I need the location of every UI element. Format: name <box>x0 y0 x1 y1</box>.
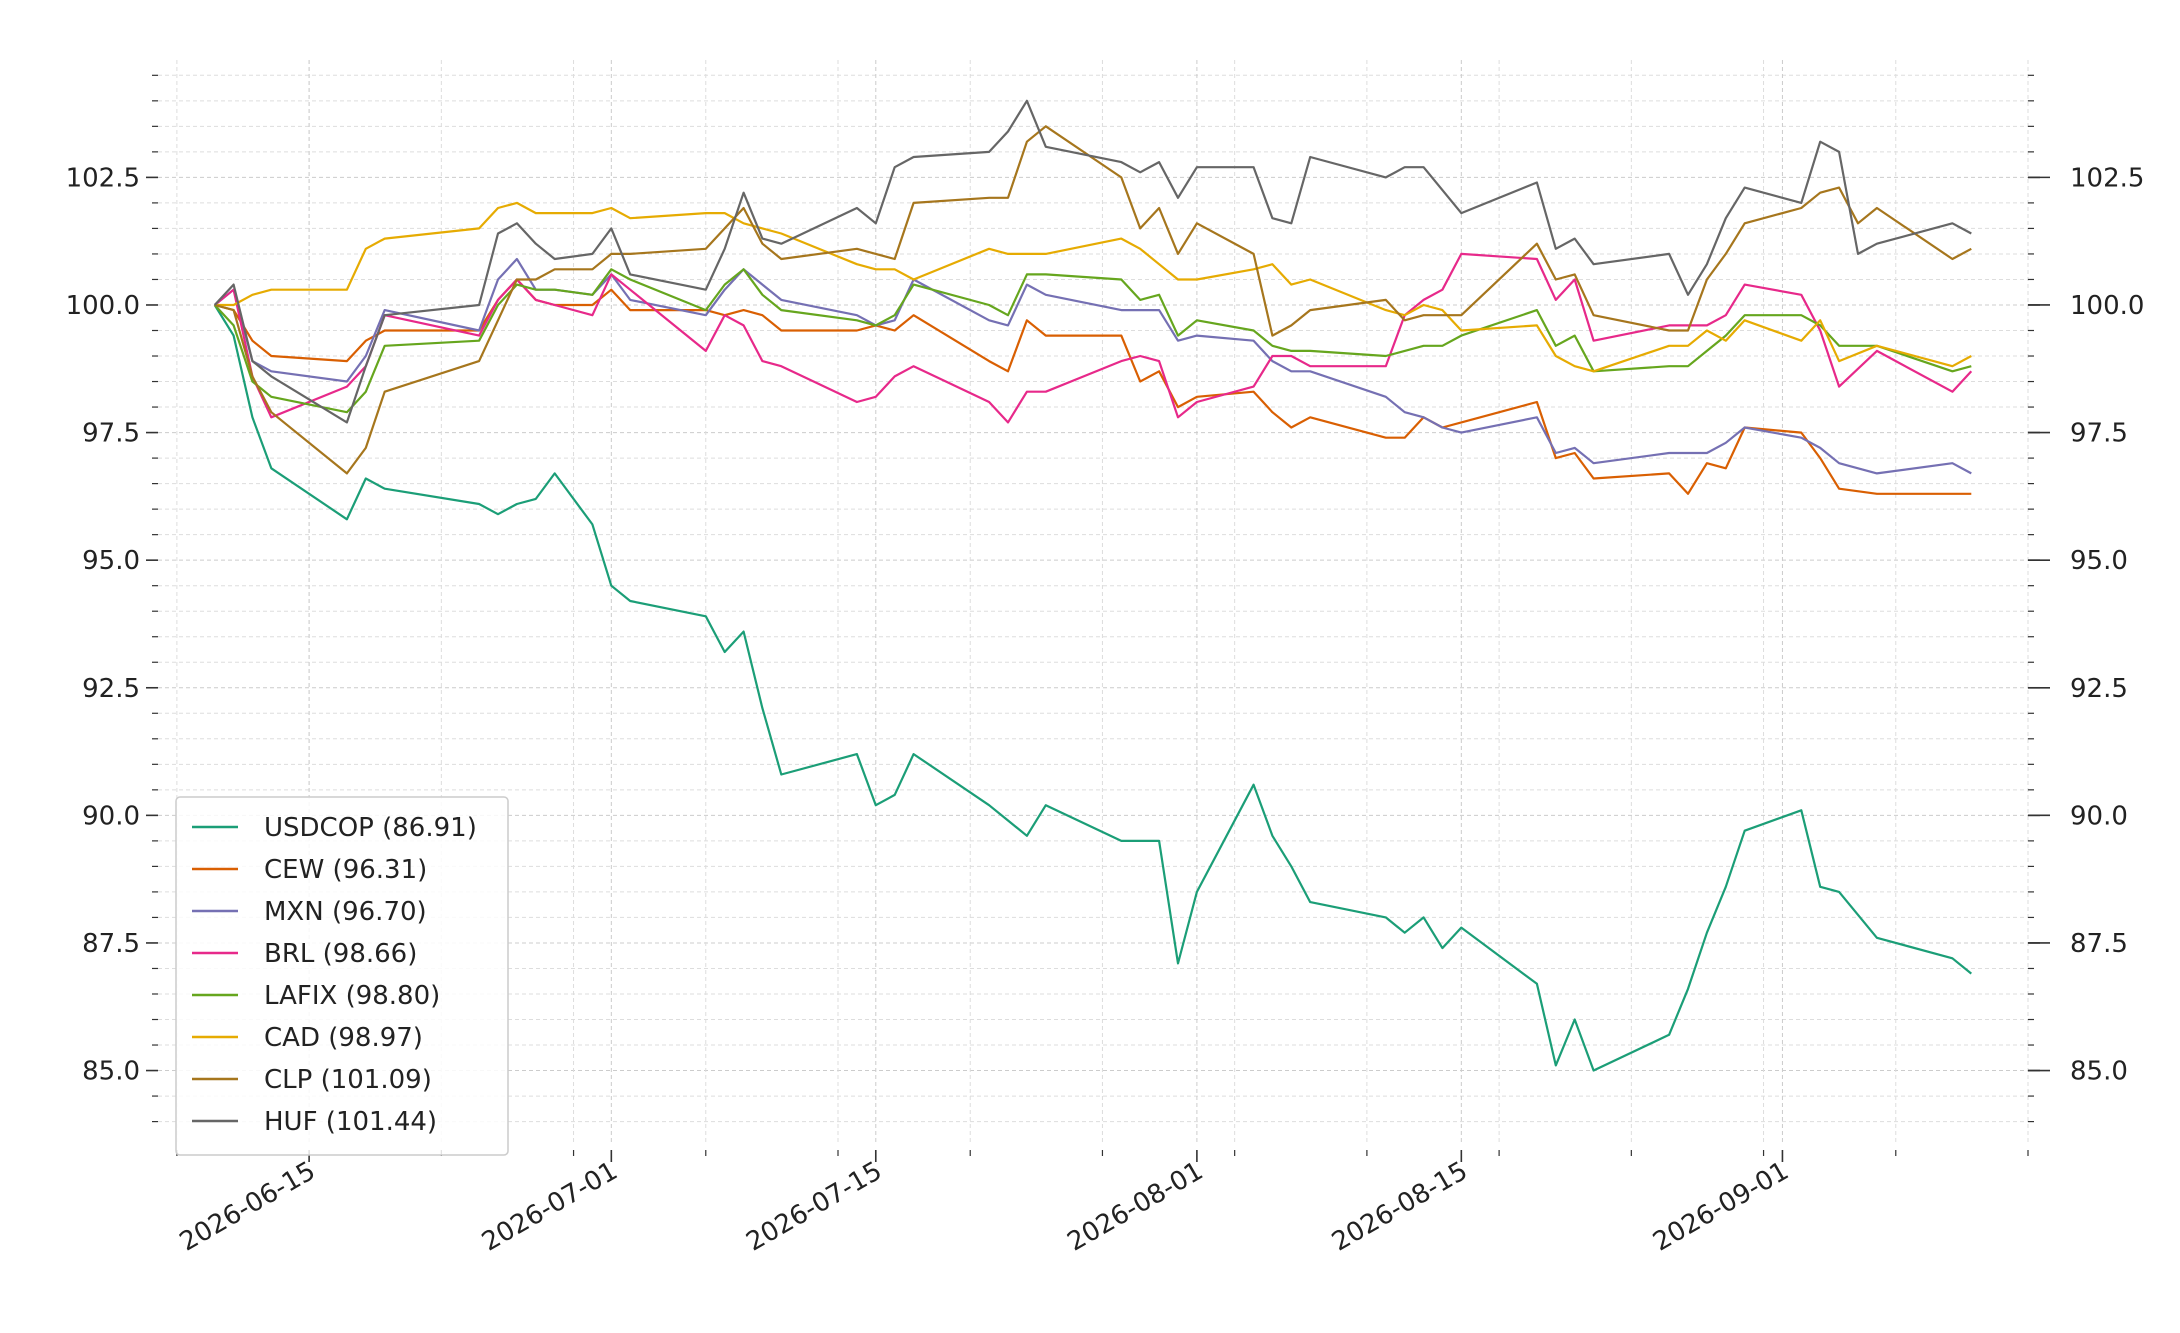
series-line-6 <box>214 125 1972 475</box>
legend-label: CAD (98.97) <box>264 1023 423 1053</box>
y-tick-label-right: 90.0 <box>2070 801 2128 831</box>
legend-label: BRL (98.66) <box>264 939 417 969</box>
series-lines <box>213 99 1973 1072</box>
y-tick-label-left: 90.0 <box>82 801 140 831</box>
y-tick-label-left: 95.0 <box>82 546 140 576</box>
y-tick-label-right: 100.0 <box>2070 291 2144 321</box>
legend-label: USDCOP (86.91) <box>264 813 477 843</box>
y-tick-label-left: 87.5 <box>82 929 140 959</box>
legend-box <box>175 796 509 1156</box>
legend-label: MXN (96.70) <box>264 897 427 927</box>
legend-label: HUF (101.44) <box>264 1107 437 1137</box>
series-line-7 <box>213 99 1972 424</box>
y-tick-label-right: 87.5 <box>2070 929 2128 959</box>
y-tick-label-right: 92.5 <box>2070 674 2128 704</box>
y-tick-label-right: 102.5 <box>2070 163 2144 193</box>
legend-label: CLP (101.09) <box>264 1065 432 1095</box>
y-tick-label-right: 95.0 <box>2070 546 2128 576</box>
series-line-0 <box>213 304 1972 1072</box>
legend: USDCOP (86.91) CEW (96.31) MXN (96.70) BRL … <box>175 796 509 1156</box>
y-tick-label-right: 97.5 <box>2070 419 2128 449</box>
y-tick-label-left: 92.5 <box>82 674 140 704</box>
y-tick-label-right: 85.0 <box>2070 1057 2128 1087</box>
y-tick-label-left: 100.0 <box>66 291 140 321</box>
series-line-4 <box>213 268 1972 414</box>
y-tick-label-left: 85.0 <box>82 1057 140 1087</box>
legend-label: LAFIX (98.80) <box>264 981 440 1011</box>
y-tick-label-left: 102.5 <box>66 163 140 193</box>
series-line-5 <box>214 201 1972 373</box>
series-line-2 <box>214 257 1972 475</box>
y-tick-label-left: 97.5 <box>82 419 140 449</box>
legend-label: CEW (96.31) <box>264 855 427 885</box>
